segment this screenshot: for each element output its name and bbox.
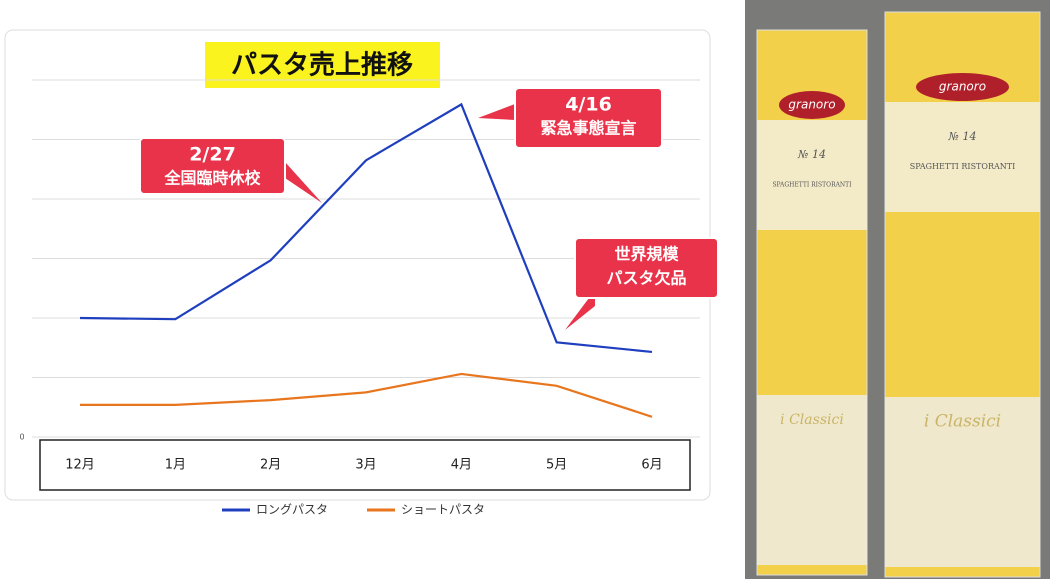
annotation-text: 緊急事態宣言 bbox=[540, 119, 636, 138]
annotation-text: 世界規模 bbox=[614, 245, 679, 264]
brand-badge bbox=[916, 73, 1009, 101]
package-number: № 14 bbox=[948, 130, 977, 143]
package-line: i Classici bbox=[924, 412, 1001, 432]
package-label bbox=[885, 102, 1040, 212]
package-label bbox=[757, 120, 867, 230]
x-tick-label: 1月 bbox=[165, 458, 186, 473]
package-bottom bbox=[757, 395, 867, 565]
package-product: SPAGHETTI RISTORANTI bbox=[910, 162, 1016, 171]
annotation-text: パスタ欠品 bbox=[606, 269, 686, 288]
annotation-text: 4/16 bbox=[565, 94, 612, 116]
annotation-box bbox=[139, 137, 286, 195]
package-brand: granoro bbox=[939, 80, 986, 94]
x-tick-label: 4月 bbox=[451, 458, 472, 473]
x-tick-label: 12月 bbox=[65, 458, 95, 473]
package-bottom bbox=[885, 397, 1040, 567]
x-axis-box bbox=[39, 439, 691, 491]
package-brand: granoro bbox=[788, 98, 835, 112]
annotation-arrow bbox=[285, 162, 322, 203]
package-line: i Classici bbox=[780, 412, 844, 428]
annotation-arrow bbox=[478, 104, 515, 120]
x-tick-label: 2月 bbox=[260, 458, 281, 473]
x-tick-label: 3月 bbox=[355, 458, 376, 473]
annotation-text: 2/27 bbox=[189, 144, 236, 166]
brand-badge bbox=[779, 91, 845, 119]
annotation-box bbox=[574, 237, 719, 299]
annotation-text: 全国臨時休校 bbox=[163, 169, 261, 188]
legend-label: ショートパスタ bbox=[401, 503, 485, 517]
package-number: № 14 bbox=[797, 148, 826, 161]
legend-label: ロングパスタ bbox=[256, 503, 328, 517]
chart-title: パスタ売上推移 bbox=[231, 51, 413, 81]
annotation-box bbox=[514, 87, 663, 149]
annotation-arrow bbox=[565, 290, 595, 330]
series-line bbox=[79, 102, 653, 354]
package-product: SPAGHETTI RISTORANTI bbox=[772, 182, 852, 189]
y-tick-label: 0 bbox=[19, 433, 24, 442]
x-tick-label: 6月 bbox=[641, 458, 662, 473]
series-line bbox=[80, 372, 653, 418]
x-tick-label: 5月 bbox=[546, 458, 567, 473]
